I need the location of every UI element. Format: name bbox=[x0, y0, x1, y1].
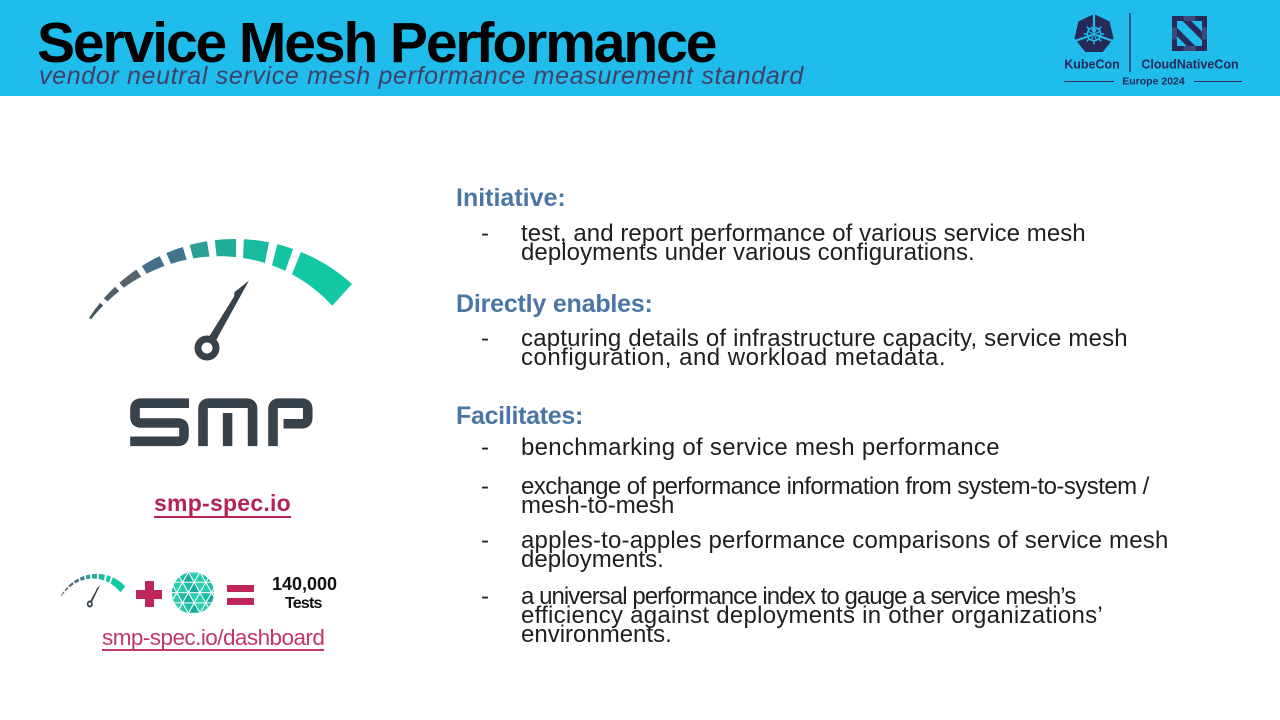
svg-text:KubeCon: KubeCon bbox=[1064, 58, 1120, 72]
svg-text:Europe 2024: Europe 2024 bbox=[1122, 76, 1185, 88]
svg-text:CloudNativeCon: CloudNativeCon bbox=[1141, 58, 1238, 72]
